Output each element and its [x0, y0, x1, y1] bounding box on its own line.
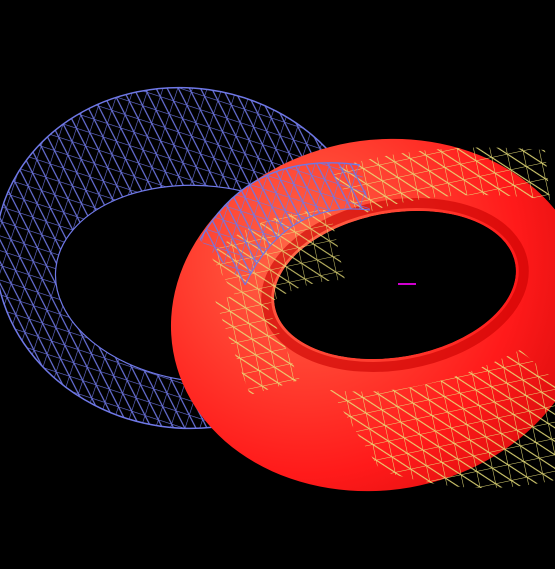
- marker-dash-icon: [398, 283, 416, 285]
